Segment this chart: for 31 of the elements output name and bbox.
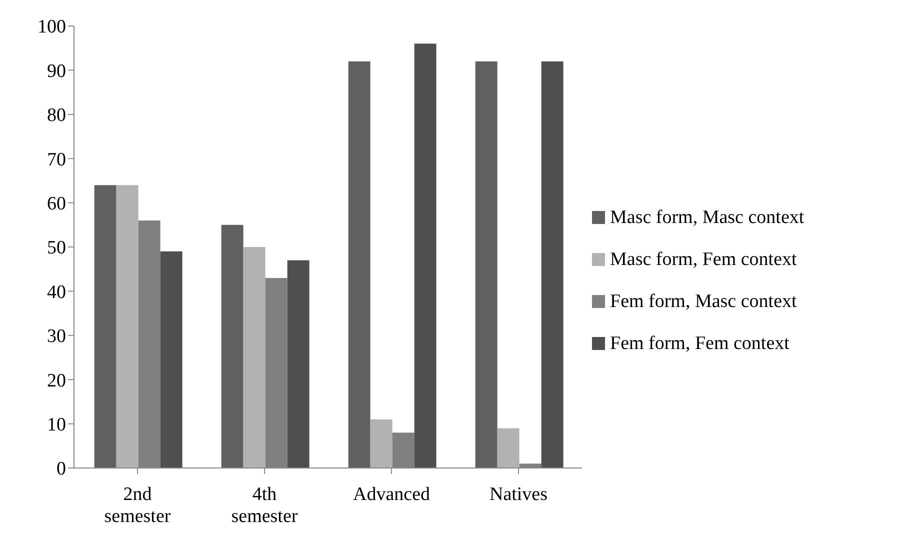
bar <box>221 224 244 468</box>
y-tick-label: 70 <box>47 149 66 170</box>
y-tick-label: 50 <box>47 238 66 259</box>
bar <box>160 251 182 468</box>
bar <box>541 61 564 468</box>
x-tick-label: 4th semester <box>231 484 298 527</box>
bar <box>94 185 116 468</box>
bar <box>414 44 436 468</box>
legend-label: Masc form, Masc context <box>610 206 804 228</box>
bar <box>287 260 310 468</box>
y-tick-label: 100 <box>38 16 66 38</box>
x-tick-label: 2nd semester <box>104 484 172 527</box>
y-tick-label: 0 <box>56 458 66 480</box>
y-tick-label: 10 <box>47 414 66 436</box>
y-tick-label: 40 <box>47 282 66 303</box>
bar <box>243 247 266 468</box>
bar <box>348 61 370 468</box>
legend-label: Fem form, Masc context <box>610 290 797 312</box>
bar <box>497 428 520 468</box>
y-tick-label: 90 <box>47 60 66 82</box>
y-tick-label: 20 <box>47 370 66 392</box>
x-tick-label: Advanced <box>352 484 431 505</box>
y-tick-label: 30 <box>47 326 66 348</box>
legend-label: Fem form, Fem context <box>610 332 790 354</box>
bar <box>116 185 138 468</box>
x-tick-label: Natives <box>489 484 548 505</box>
bar <box>475 61 498 468</box>
legend-label: Masc form, Fem context <box>610 248 797 270</box>
y-tick-label: 80 <box>47 105 66 126</box>
bar <box>370 419 392 468</box>
y-tick-label: 60 <box>47 194 66 215</box>
